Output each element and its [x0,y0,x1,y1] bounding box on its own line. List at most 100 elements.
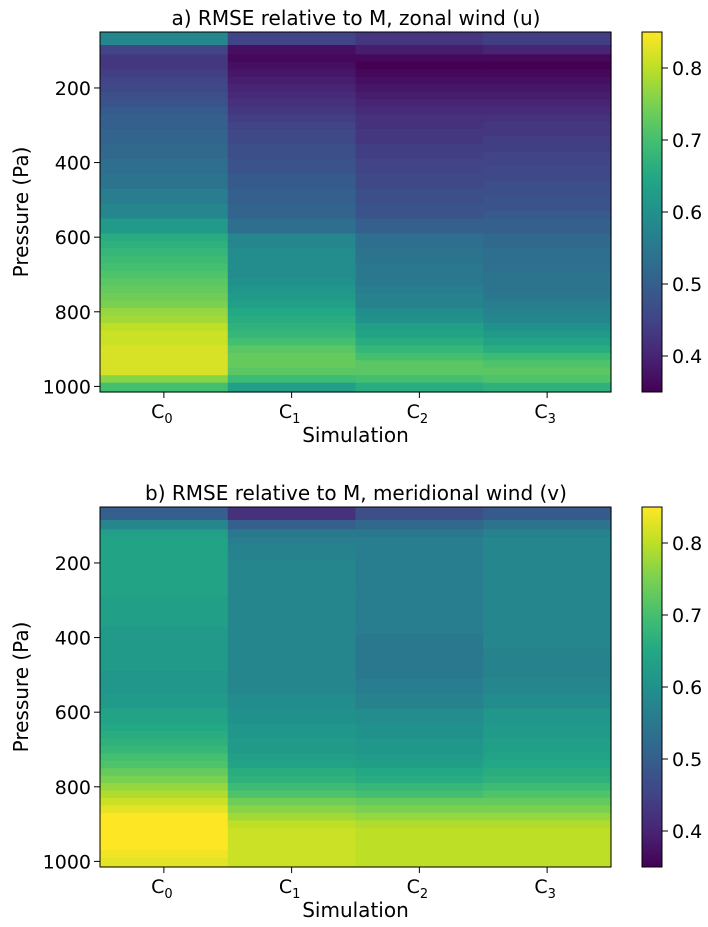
y-tick-label: 1000 [43,376,91,398]
heatmap-cell [355,626,484,635]
heatmap-cell [483,84,612,93]
heatmap-cell [100,678,229,687]
heatmap-cell [227,367,357,376]
heatmap-cell [227,835,357,844]
heatmap-cell [227,337,357,346]
heatmap-cell [100,686,229,695]
y-tick-label: 200 [55,78,91,100]
colorbar-tick-label: 0.7 [672,130,702,152]
heatmap-cell [483,255,612,264]
heatmap-cell [355,857,484,868]
heatmap-cell [483,611,612,620]
heatmap-cell [227,507,357,521]
heatmap-cell [100,293,229,302]
heatmap-cell [355,278,484,287]
heatmap-cell [355,211,484,220]
heatmap-cell [483,106,612,115]
heatmap-cell [100,196,229,205]
heatmap-cell [100,745,229,754]
heatmap-cell [483,225,612,235]
heatmap-cell [355,745,484,754]
heatmap-cell [227,618,357,627]
heatmap-cell [227,857,357,868]
heatmap-cell [355,536,484,545]
heatmap-cell [483,322,612,332]
heatmap-cell [483,181,612,190]
colorbar-tick-label: 0.5 [672,749,702,771]
heatmap-cell [227,54,357,63]
heatmap-cell [355,293,484,302]
heatmap-cell [227,768,357,777]
heatmap-cell [483,857,612,868]
heatmap-cell [483,641,612,650]
heatmap-cell [483,797,612,807]
y-axis-ticks: 200 400 600 800 1000 [43,553,100,873]
heatmap-cell [355,248,484,257]
heatmap-cell [355,218,484,227]
colorbar-tick-label: 0.4 [672,821,702,843]
heatmap-cell [227,544,357,553]
heatmap-cell [227,566,357,575]
heatmap-cell [227,812,357,821]
heatmap-cell [355,225,484,235]
heatmap-cell [100,835,229,844]
heatmap-cell [355,581,484,590]
heatmap-cell [355,730,484,739]
heatmap-cell [483,151,612,160]
heatmap-cell [227,745,357,754]
heatmap-cell [483,820,612,829]
heatmap-cell [355,84,484,93]
heatmap-cell [355,367,484,376]
heatmap-cell [483,618,612,627]
chart-title: b) RMSE relative to M, meridional wind (… [145,481,567,505]
heatmap-cell [355,544,484,553]
heatmap-cell [227,218,357,227]
x-axis-label: Simulation [302,423,409,447]
heatmap-cell [100,857,229,868]
heatmap-cell [483,536,612,545]
heatmap-cell [100,84,229,93]
heatmap-cell [227,84,357,93]
heatmap-cell [483,128,612,138]
heatmap-cell [355,263,484,272]
heatmap-cell [227,730,357,739]
heatmap-cell [355,106,484,115]
heatmap-cell [227,708,357,717]
heatmap-cell [227,559,357,568]
y-tick-label: 400 [55,153,91,175]
heatmap-cell [227,663,357,672]
heatmap-cell [227,529,357,538]
heatmap-cell [355,345,484,354]
heatmap-cell [355,812,484,821]
heatmap-cell [483,566,612,575]
heatmap-cell [227,842,357,851]
heatmap-cell [355,233,484,242]
colorbar-tick-label: 0.8 [672,58,702,80]
heatmap-cell [355,603,484,613]
heatmap-cell [100,715,229,724]
heatmap-cell [227,188,357,197]
heatmap-cell [100,589,229,598]
heatmap-cell [227,151,357,160]
heatmap-cell [355,842,484,851]
heatmap-cell [227,225,357,235]
heatmap-cell [483,278,612,287]
heatmap-cell [355,375,484,384]
heatmap-cell [100,211,229,220]
heatmap-cell [483,211,612,220]
heatmap-cell [100,618,229,627]
heatmap-cell [100,278,229,287]
heatmap-cell [355,835,484,844]
heatmap-cell [483,603,612,613]
heatmap-cell [355,551,484,560]
heatmap-cell [355,700,484,710]
heatmap-cell [355,566,484,575]
heatmap-cell [355,641,484,650]
colorbar-gradient [641,31,663,393]
heatmap-cells [100,32,612,393]
heatmap-cell [100,738,229,747]
heatmap-cell [227,375,357,384]
heatmap-cell [100,626,229,635]
heatmap-cell [100,136,229,145]
